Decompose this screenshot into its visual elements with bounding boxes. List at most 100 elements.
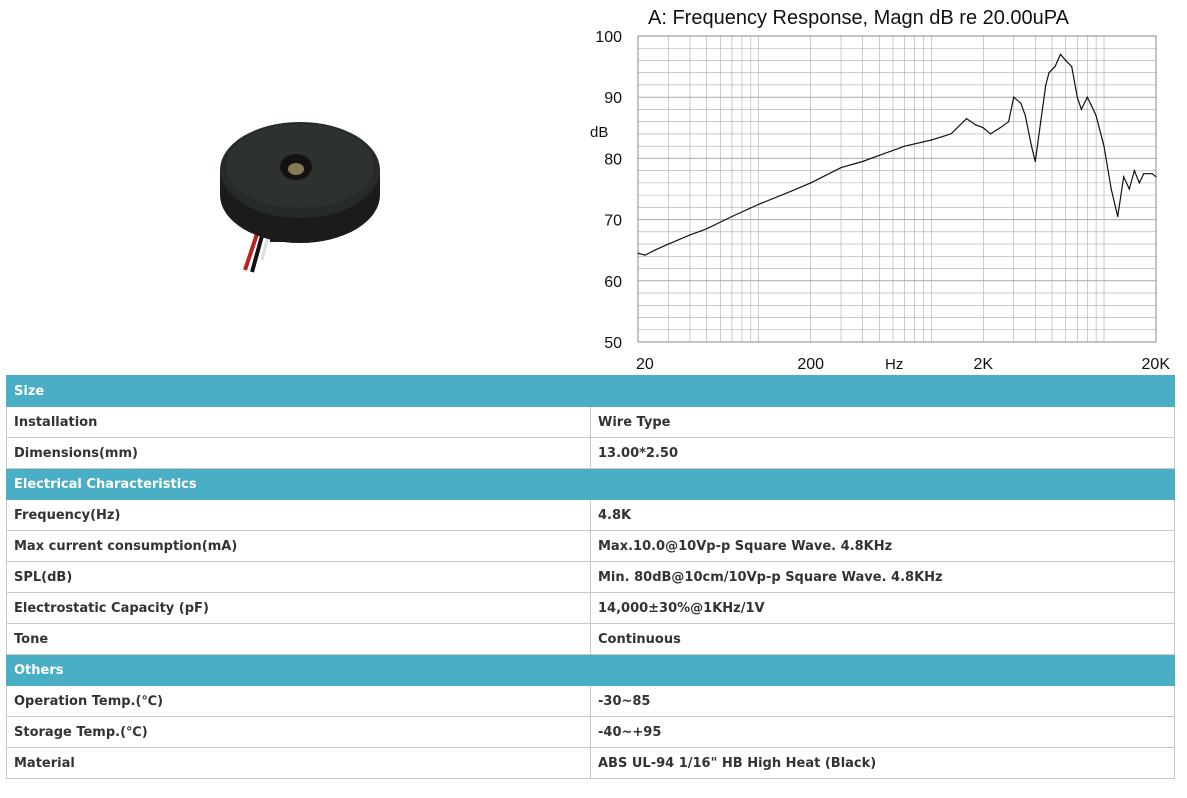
- y-tick-labels: 100 90 80 70 60 50: [595, 29, 622, 352]
- spec-key: Material: [6, 747, 591, 779]
- series-point: [667, 243, 670, 245]
- section-title: Size: [6, 375, 1175, 407]
- series-point: [974, 124, 977, 126]
- spec-key: Tone: [6, 623, 591, 655]
- section-header: Electrical Characteristics: [6, 468, 1175, 500]
- spec-row: Frequency(Hz) 4.8K: [6, 499, 1175, 531]
- series-point: [1024, 114, 1026, 117]
- spec-key: Electrostatic Capacity (pF): [6, 592, 591, 624]
- product-image: [200, 100, 400, 280]
- x-axis-label: Hz: [885, 356, 903, 373]
- spec-key: SPL(dB): [6, 561, 591, 593]
- section-header: Size: [6, 375, 1175, 407]
- series-point: [1030, 145, 1033, 147]
- series-point: [989, 133, 992, 135]
- series-point: [1045, 84, 1047, 86]
- piezo-buzzer-disc-image: [220, 122, 380, 273]
- spec-row: Operation Temp.(℃) -30~85: [6, 685, 1175, 717]
- series-point: [904, 145, 906, 147]
- spec-key: Max current consumption(mA): [6, 530, 591, 562]
- series-point: [1059, 53, 1062, 55]
- y-tick-label: 70: [604, 213, 622, 230]
- series-line: [637, 53, 1157, 256]
- series-point: [654, 249, 656, 251]
- series-point: [788, 191, 790, 193]
- series-point: [1138, 182, 1140, 184]
- chart-grid: [637, 35, 1157, 343]
- series-point: [1065, 59, 1067, 62]
- series-point: [862, 160, 864, 163]
- spec-value: 13.00*2.50: [590, 437, 1175, 469]
- series-point: [966, 118, 968, 120]
- chart-title: A: Frequency Response, Magn dB re 20.00u…: [648, 7, 1070, 29]
- spec-row: Electrostatic Capacity (pF) 14,000±30%@1K…: [6, 592, 1175, 624]
- x-tick-label: 200: [797, 356, 824, 373]
- chart-series: [637, 53, 1157, 256]
- spec-row: Storage Temp.(℃) -40~+95: [6, 716, 1175, 748]
- series-point: [810, 182, 812, 184]
- frequency-response-chart: A: Frequency Response, Magn dB re 20.00u…: [580, 0, 1180, 375]
- y-axis-label: dB: [590, 124, 608, 141]
- spec-value: Wire Type: [590, 406, 1175, 438]
- series-point: [878, 154, 880, 156]
- spec-key: Operation Temp.(℃): [6, 685, 591, 717]
- plot-frame: [637, 35, 1157, 343]
- spec-value: Continuous: [590, 623, 1175, 655]
- series-point: [1123, 176, 1125, 178]
- chart-svg: A: Frequency Response, Magn dB re 20.00u…: [590, 7, 1170, 373]
- spec-key: Storage Temp.(℃): [6, 716, 591, 748]
- spec-row: Installation Wire Type: [6, 406, 1175, 438]
- spec-key: Dimensions(mm): [6, 437, 591, 469]
- series-point: [1076, 96, 1078, 98]
- series-point: [1080, 108, 1083, 111]
- series-point: [1147, 173, 1149, 175]
- series-point: [1095, 114, 1097, 117]
- section-title: Others: [6, 654, 1175, 686]
- section-title: Electrical Characteristics: [6, 468, 1175, 500]
- spec-value: 4.8K: [590, 499, 1175, 531]
- x-tick-label: 20: [636, 356, 654, 373]
- series-point: [706, 228, 708, 230]
- spec-value: Max.10.0@10Vp-p Square Wave. 4.8KHz: [590, 530, 1175, 562]
- spec-value: Min. 80dB@10cm/10Vp-p Square Wave. 4.8KH…: [590, 561, 1175, 593]
- series-point: [1086, 96, 1088, 98]
- series-point: [1151, 173, 1153, 175]
- series-point: [1054, 66, 1056, 68]
- series-point: [1013, 96, 1015, 98]
- series-point: [1133, 170, 1136, 172]
- spec-row: SPL(dB) Min. 80dB@10cm/10Vp-p Square Wave…: [6, 561, 1175, 593]
- x-tick-labels: 20 200 2K 20K: [636, 356, 1170, 373]
- y-tick-label: 90: [604, 90, 622, 107]
- x-tick-label: 2K: [974, 356, 994, 373]
- series-point: [731, 215, 733, 218]
- series-point: [999, 127, 1001, 129]
- series-point: [1103, 145, 1105, 147]
- series-point: [1117, 215, 1119, 218]
- series-point: [1048, 72, 1050, 74]
- series-point: [1143, 173, 1145, 175]
- series-point: [950, 133, 952, 135]
- series-point: [1110, 188, 1112, 190]
- series-point: [1007, 121, 1010, 123]
- spec-row: Material ABS UL-94 1/16" HB High Heat (Bl…: [6, 747, 1175, 779]
- y-tick-label: 60: [604, 274, 622, 291]
- series-point: [1020, 102, 1022, 104]
- section-header: Others: [6, 654, 1175, 686]
- series-point: [1040, 121, 1042, 123]
- spec-row: Tone Continuous: [6, 623, 1175, 655]
- spec-value: -40~+95: [590, 716, 1175, 748]
- series-point: [644, 254, 646, 256]
- series-point: [930, 139, 932, 141]
- x-tick-label: 20K: [1142, 356, 1171, 373]
- spec-row: Dimensions(mm) 13.00*2.50: [6, 437, 1175, 469]
- y-tick-label: 80: [604, 151, 622, 168]
- spec-value: -30~85: [590, 685, 1175, 717]
- series-point: [689, 234, 691, 236]
- series-point: [637, 252, 639, 254]
- series-point: [1034, 160, 1036, 163]
- y-tick-label: 50: [604, 335, 622, 352]
- y-tick-label: 100: [595, 29, 622, 46]
- series-point: [1155, 176, 1157, 178]
- spec-table: Size Installation Wire Type Dimensions(mm) 1…: [6, 375, 1175, 779]
- series-point: [982, 127, 984, 129]
